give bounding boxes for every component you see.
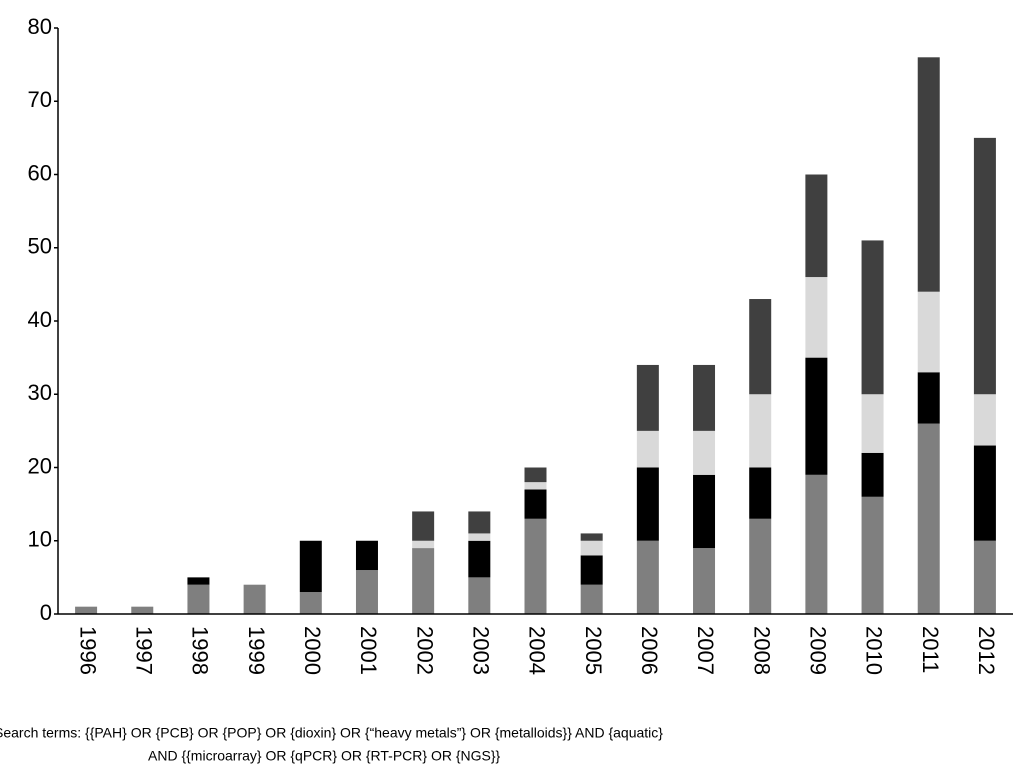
bar-segment	[749, 467, 772, 519]
bar-segment	[693, 474, 716, 549]
bar-segment	[749, 299, 772, 395]
x-tick-label: 1997	[131, 626, 156, 675]
bar-segment	[412, 511, 435, 541]
bar-segment	[580, 584, 603, 614]
bar-segment	[805, 474, 828, 614]
bar-segment	[636, 430, 659, 468]
x-tick-label: 2002	[412, 626, 437, 675]
bar-segment	[636, 540, 659, 614]
bar-segment	[355, 570, 378, 614]
x-tick-label: 2006	[637, 626, 662, 675]
x-tick-label: 2007	[693, 626, 718, 675]
x-tick-label: 2005	[581, 626, 606, 675]
bar-segment	[243, 584, 266, 614]
x-tick-label: 2001	[356, 626, 381, 675]
bar-segment	[917, 372, 940, 424]
bar-segment	[524, 518, 547, 614]
bar-segment	[749, 518, 772, 614]
bar-segment	[412, 540, 435, 549]
bar-segment	[412, 548, 435, 614]
bar-segment	[805, 357, 828, 475]
x-tick-label: 2010	[862, 626, 887, 675]
y-tick-label: 40	[28, 307, 52, 332]
bar-segment	[580, 540, 603, 556]
bar-segment	[580, 555, 603, 585]
bar-segment	[187, 584, 210, 614]
x-tick-label: 2000	[300, 626, 325, 675]
x-tick-label: 1999	[244, 626, 269, 675]
bar-segment	[917, 57, 940, 292]
bar-segment	[861, 496, 884, 614]
y-tick-label: 80	[28, 14, 52, 39]
x-tick-label: 2003	[469, 626, 494, 675]
bar-segment	[636, 467, 659, 541]
bar-segment	[524, 489, 547, 519]
bar-segment	[75, 606, 98, 614]
bar-segment	[973, 137, 996, 395]
bar-segment	[299, 540, 322, 593]
bar-segment	[693, 364, 716, 431]
x-tick-label: 1996	[75, 626, 100, 675]
bar-segment	[299, 592, 322, 614]
x-tick-label: 1998	[188, 626, 213, 675]
y-tick-label: 70	[28, 87, 52, 112]
bar-segment	[749, 394, 772, 468]
note-line: AND {{microarray} OR {qPCR} OR {RT-PCR} …	[148, 748, 501, 764]
bar-segment	[580, 533, 603, 541]
bar-segment	[131, 606, 154, 614]
bar-segment	[468, 540, 491, 578]
x-tick-label: 2011	[918, 626, 943, 673]
bar-segment	[917, 423, 940, 614]
bar-segment	[973, 540, 996, 614]
bar-segment	[355, 540, 378, 571]
bar-segment	[805, 277, 828, 358]
y-tick-label: 30	[28, 380, 52, 405]
bar-segment	[861, 394, 884, 453]
bar-segment	[861, 240, 884, 395]
bar-segment	[524, 482, 547, 490]
bar-segment	[693, 548, 716, 614]
bar-segment	[524, 467, 547, 483]
y-tick-label: 60	[28, 160, 52, 185]
bar-segment	[468, 511, 491, 534]
note-line: Search terms: {{PAH} OR {PCB} OR {POP} O…	[0, 725, 663, 741]
bar-segment	[636, 364, 659, 431]
bar-segment	[187, 577, 210, 585]
bar-segment	[917, 291, 940, 373]
x-tick-label: 2004	[525, 626, 550, 675]
bar-segment	[693, 430, 716, 475]
y-tick-label: 20	[28, 453, 52, 478]
bar-segment	[973, 394, 996, 446]
bar-segment	[468, 577, 491, 614]
bar-segment	[973, 445, 996, 541]
y-tick-label: 50	[28, 234, 52, 259]
x-tick-label: 2012	[974, 626, 999, 675]
y-tick-label: 0	[40, 600, 52, 625]
bar-segment	[861, 452, 884, 497]
bar-segment	[805, 174, 828, 278]
bar-segment	[468, 533, 491, 541]
x-tick-label: 2009	[806, 626, 831, 675]
y-tick-label: 10	[28, 527, 52, 552]
x-tick-label: 2008	[749, 626, 774, 675]
